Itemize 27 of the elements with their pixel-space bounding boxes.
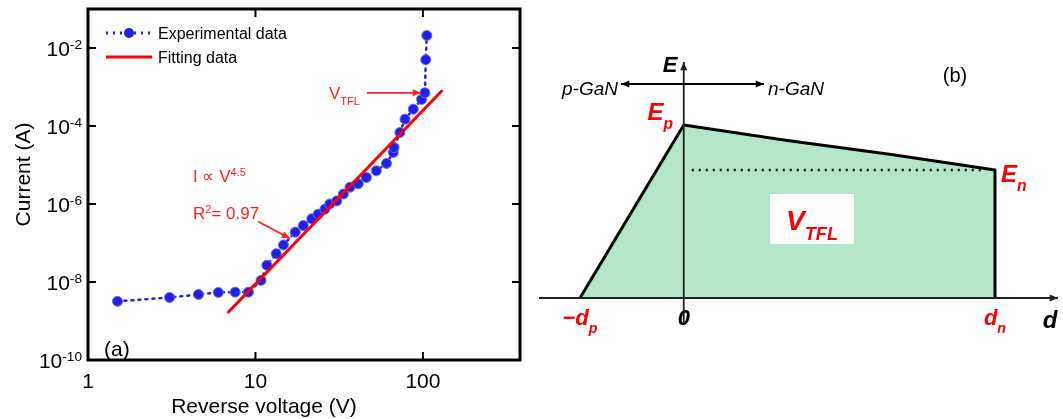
x-tick-label: −d$_{p}$ bbox=[562, 305, 598, 336]
legend-label: Experimental data bbox=[158, 25, 288, 42]
x-tick-label: 0 bbox=[677, 305, 691, 330]
x-tick-label: 10 bbox=[243, 369, 268, 392]
x-tick-label: 100 bbox=[405, 369, 441, 392]
text: p-GaN bbox=[561, 78, 619, 99]
annotation: V$_{TFL}$ bbox=[785, 205, 839, 244]
x-axis-title: Reverse voltage (V) bbox=[171, 394, 357, 417]
annotation: E$_{n}$ bbox=[1001, 160, 1027, 194]
x-axis-title: d bbox=[1042, 306, 1059, 333]
y-axis-title: Current (A) bbox=[11, 122, 34, 227]
annotation: I ∝ V$^{4.5}$ bbox=[193, 166, 246, 186]
y-tick-label: 10$^{-2}$ bbox=[46, 36, 82, 60]
x-tick-label: 1 bbox=[82, 369, 94, 392]
annotation: E$_{p}$ bbox=[647, 98, 674, 132]
annotation: V$_{TFL}$ bbox=[328, 83, 360, 107]
annotation: R$^{2}$= 0.97 bbox=[193, 202, 260, 223]
text: (b) bbox=[942, 64, 968, 86]
text: n-GaN bbox=[768, 78, 825, 99]
annotation: (a) bbox=[104, 337, 130, 360]
legend-label: Fitting data bbox=[158, 49, 238, 66]
y-tick-label: 10$^{-4}$ bbox=[46, 114, 83, 138]
y-axis-title: E bbox=[662, 52, 679, 77]
y-tick-label: 10$^{-10}$ bbox=[38, 348, 83, 372]
y-tick-label: 10$^{-6}$ bbox=[46, 192, 82, 216]
y-tick-label: 10$^{-8}$ bbox=[46, 270, 82, 294]
x-tick-label: d$_{n}$ bbox=[983, 305, 1007, 336]
